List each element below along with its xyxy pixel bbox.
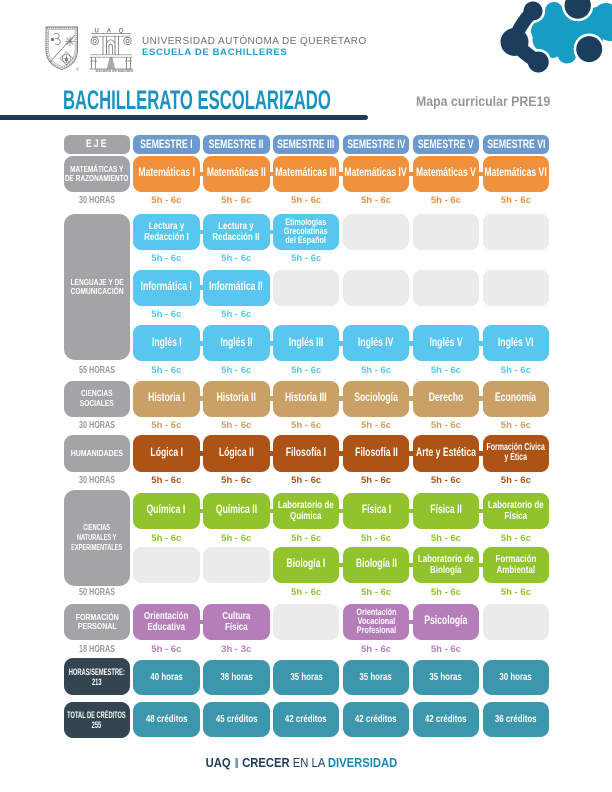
svg-text:®: ®: [76, 67, 79, 72]
svg-text:Q: Q: [119, 28, 124, 34]
svg-text:U: U: [95, 28, 99, 34]
svg-text:A: A: [107, 28, 112, 34]
svg-text:Escuela de Bachilleres: Escuela de Bachilleres: [96, 68, 134, 72]
